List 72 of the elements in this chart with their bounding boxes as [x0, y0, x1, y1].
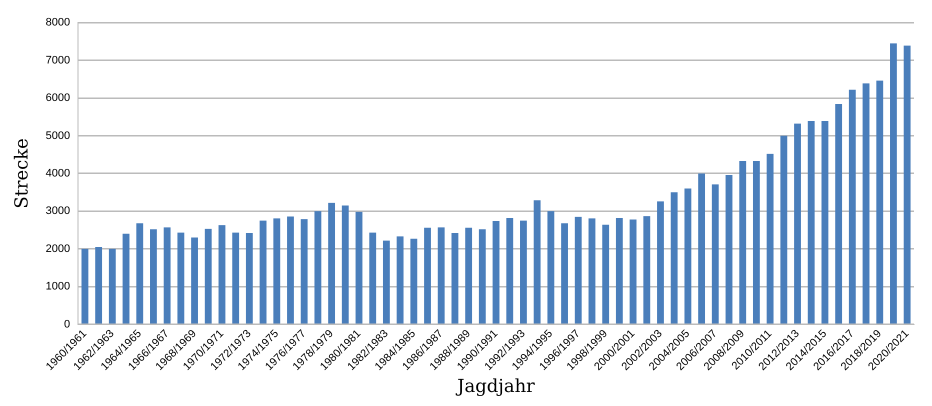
y-tick-label: 8000 [46, 16, 70, 29]
bar [684, 188, 692, 324]
bar [712, 184, 719, 324]
bar [218, 225, 226, 324]
bar [904, 46, 911, 324]
bar [630, 219, 636, 324]
bar [862, 83, 870, 324]
bar [766, 154, 774, 324]
bar [424, 228, 431, 324]
bar [342, 206, 349, 324]
bar [506, 218, 514, 324]
bar [752, 161, 760, 324]
bar [561, 223, 568, 324]
bar [822, 121, 828, 324]
bar [95, 246, 102, 324]
bar [232, 232, 240, 324]
bar [726, 174, 732, 324]
bar [794, 124, 801, 324]
bar [478, 229, 486, 324]
bar [273, 218, 280, 324]
y-tick-label: 6000 [46, 92, 70, 104]
bar [300, 219, 308, 324]
bar [657, 201, 664, 324]
bar [260, 220, 266, 324]
bar [780, 136, 788, 324]
bar [314, 211, 322, 324]
bar [643, 216, 650, 324]
y-axis-title: Strecke [11, 138, 32, 209]
bar [150, 229, 157, 324]
bar [382, 240, 390, 324]
bar [835, 104, 842, 324]
bar [246, 233, 253, 324]
bar [808, 121, 815, 324]
bar [602, 224, 610, 324]
y-tick-label: 3000 [46, 205, 70, 218]
y-tick-label: 0 [64, 318, 70, 330]
x-axis-title: Jagdjahr [455, 376, 536, 397]
bar [204, 228, 212, 324]
bar [890, 43, 897, 324]
bar [356, 212, 362, 324]
bar [136, 223, 144, 324]
y-tick-label: 1000 [46, 280, 70, 293]
bar [177, 232, 184, 324]
bar [191, 238, 198, 324]
bar [438, 227, 445, 324]
bar [848, 90, 856, 324]
y-tick-label: 2000 [46, 242, 70, 255]
bar [81, 248, 88, 324]
y-tick-label: 4000 [46, 167, 70, 180]
bar [287, 216, 294, 324]
bar [122, 234, 130, 324]
bar [698, 173, 706, 324]
bar [328, 202, 336, 324]
bar [534, 200, 541, 324]
bar [574, 216, 582, 324]
bar [739, 161, 746, 324]
bar [670, 192, 678, 324]
y-tick-label: 7000 [46, 54, 70, 66]
bar [410, 238, 418, 324]
bar [108, 248, 116, 324]
bar [369, 232, 376, 324]
y-tick-label: 5000 [46, 130, 70, 142]
bar [492, 220, 500, 324]
bar [547, 211, 554, 324]
bar [876, 80, 884, 324]
bar [452, 233, 458, 324]
bar [465, 228, 472, 324]
bar [396, 236, 404, 324]
bar [616, 218, 623, 324]
bar [588, 218, 596, 324]
bar [520, 220, 527, 324]
bar [164, 227, 171, 324]
